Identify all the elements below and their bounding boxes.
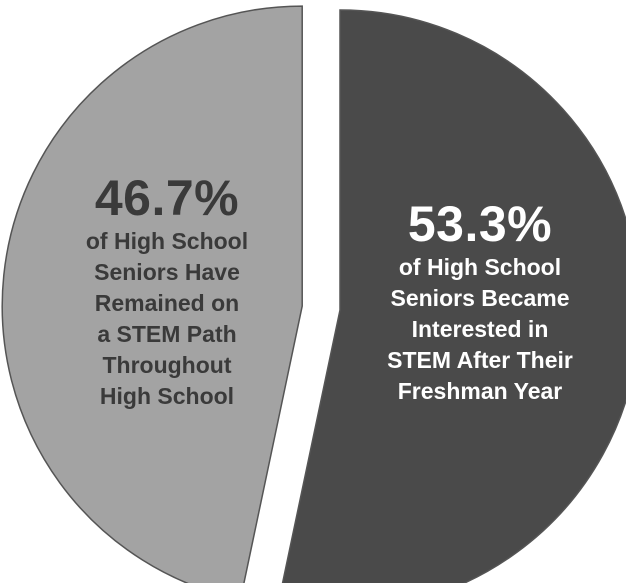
slice-description-line: High School <box>99 383 235 409</box>
pie-slice-became-interested <box>281 9 626 583</box>
slice-value-label: 46.7% <box>94 170 240 226</box>
slice-description-line: a STEM Path <box>97 321 237 347</box>
slice-label-became-interested: 53.3% of High School Seniors Became Inte… <box>350 196 610 407</box>
slice-description-line: STEM After Their <box>387 347 573 373</box>
slice-value-label: 53.3% <box>407 196 553 252</box>
slice-description-line: Remained on <box>94 290 240 316</box>
slice-label-remained-stem: 46.7% of High School Seniors Have Remain… <box>52 170 282 412</box>
slice-description-line: Seniors Became <box>390 285 570 311</box>
slice-description-line: of High School <box>85 228 249 254</box>
slice-description-line: Interested in <box>411 316 549 342</box>
slice-description-line: of High School <box>398 254 562 280</box>
slice-description-line: Throughout <box>102 352 232 378</box>
slice-description-line: Seniors Have <box>94 259 240 285</box>
slice-description-line: Freshman Year <box>397 378 563 404</box>
pie-slice-remained-stem <box>1 5 303 583</box>
